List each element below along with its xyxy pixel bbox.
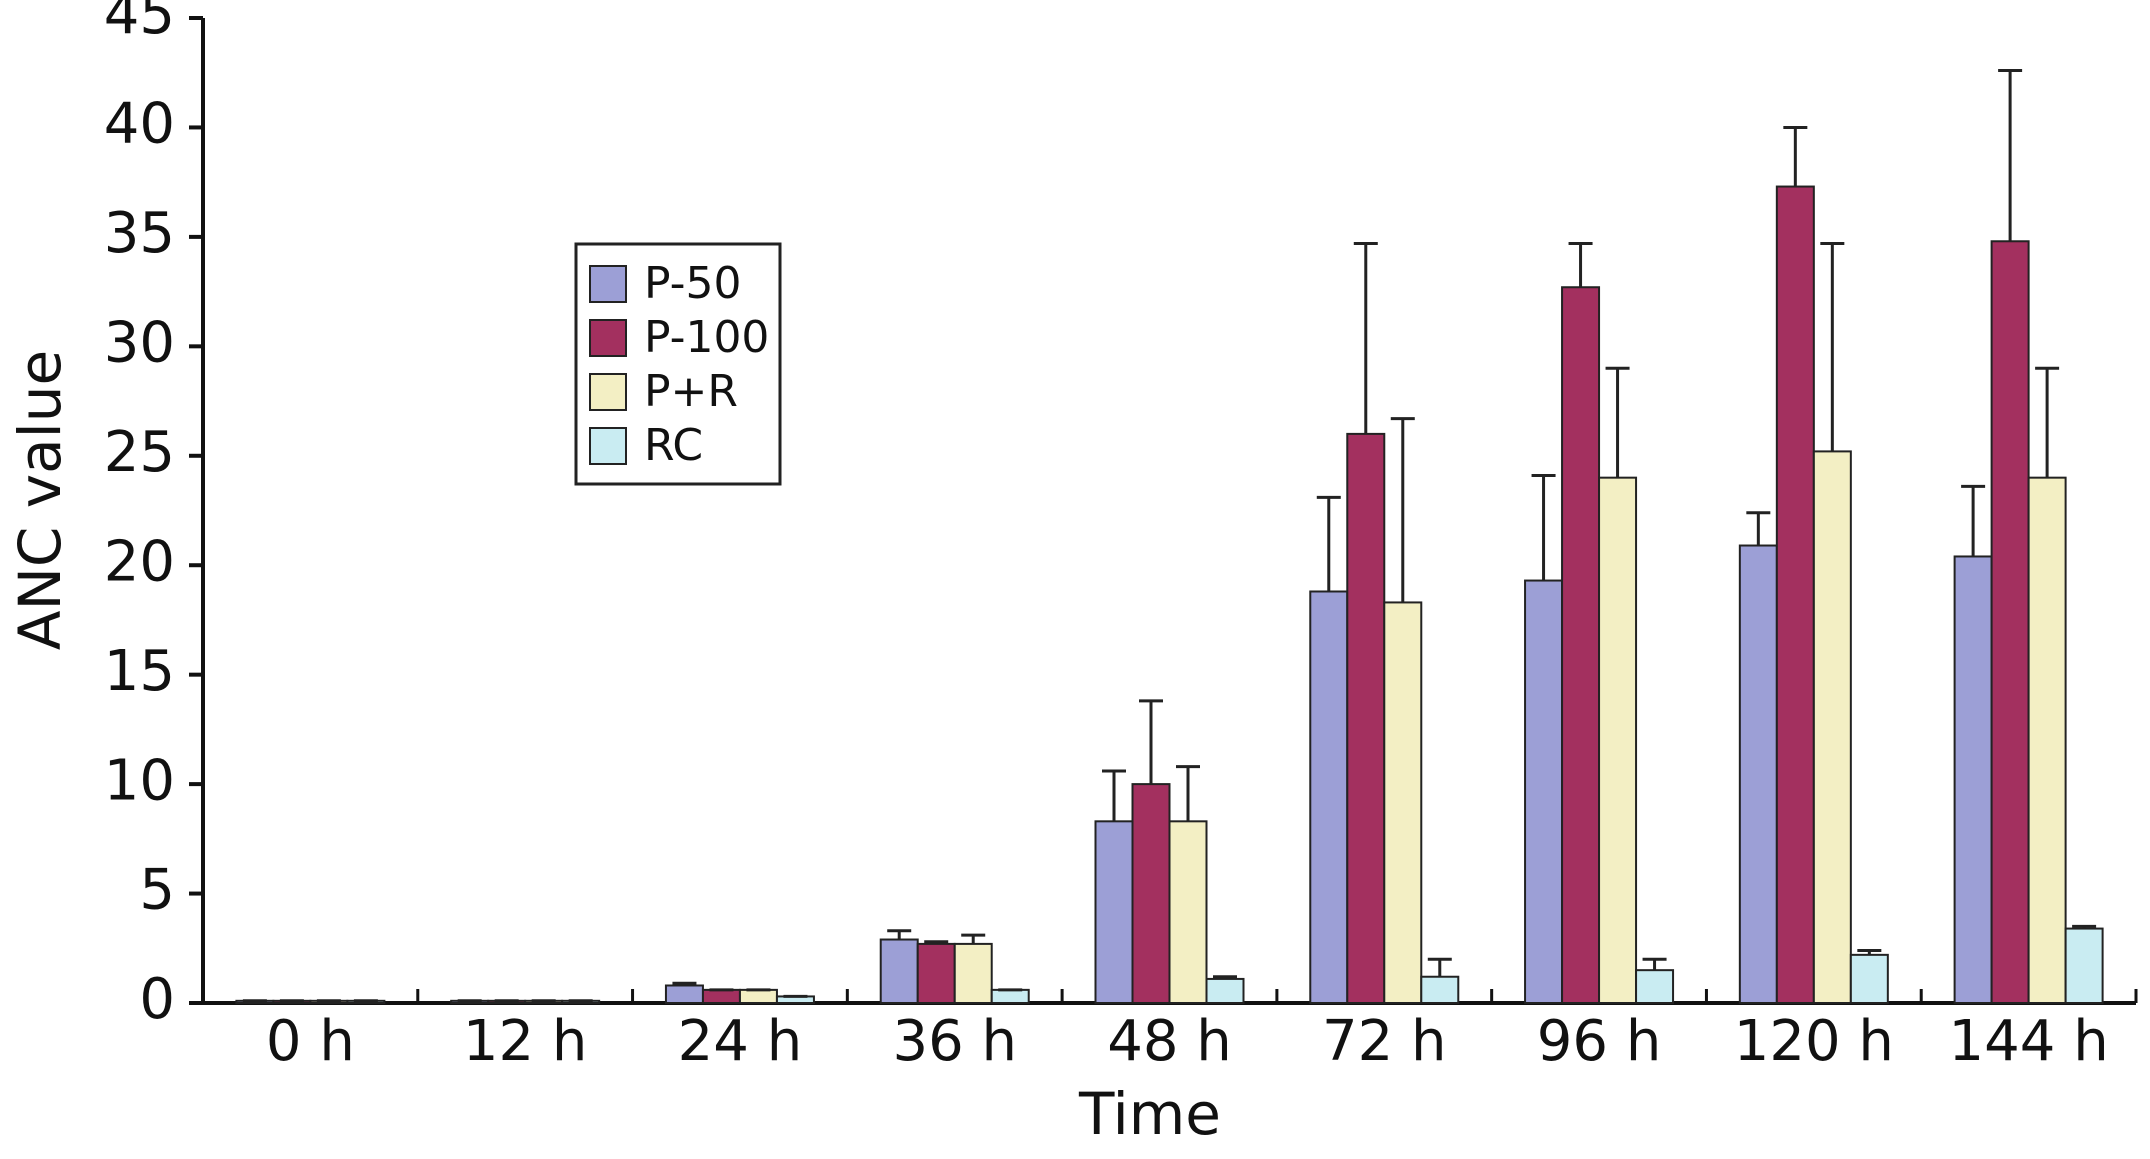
error-bar [1316, 495, 1341, 592]
y-tick-label: 15 [104, 639, 175, 704]
error-bar [1605, 366, 1630, 478]
x-tick-label: 120 h [1734, 1009, 1894, 1074]
error-bar [887, 929, 912, 940]
legend-label: RC [644, 420, 703, 471]
y-tick-label: 40 [104, 92, 175, 157]
error-bar [1961, 484, 1986, 557]
bar [1094, 820, 1134, 1004]
bar [1561, 286, 1601, 1004]
bar [1849, 953, 1889, 1004]
x-tick-label: 24 h [678, 1009, 803, 1074]
x-tick-label: 48 h [1107, 1009, 1232, 1074]
bar [2027, 476, 2067, 1004]
legend-swatch [589, 319, 627, 357]
legend-swatch [589, 373, 627, 411]
bar [879, 938, 919, 1004]
error-bar [1642, 957, 1667, 971]
error-bar [1531, 473, 1556, 581]
bar [1635, 969, 1675, 1005]
x-tick-label: 0 h [266, 1009, 355, 1074]
error-bar [1857, 948, 1882, 955]
error-bar [1568, 241, 1593, 288]
bar [916, 942, 956, 1005]
error-bar [1783, 125, 1808, 187]
y-tick-label: 45 [104, 0, 175, 47]
bar [990, 988, 1030, 1004]
error-bar [1820, 241, 1845, 452]
bar [1738, 544, 1778, 1004]
bar [2064, 927, 2104, 1004]
bar [1524, 579, 1564, 1004]
legend-swatch [589, 427, 627, 465]
bar [1346, 432, 1386, 1004]
bar [1309, 590, 1349, 1004]
error-bar [1353, 241, 1378, 434]
legend-label: P+R [644, 366, 738, 417]
legend-label: P-50 [644, 258, 741, 309]
bar [1131, 783, 1171, 1004]
error-bar [924, 940, 949, 944]
bar [1420, 975, 1460, 1005]
y-tick-label: 5 [139, 858, 175, 923]
bar [738, 988, 778, 1004]
x-tick-label: 36 h [892, 1009, 1017, 1074]
y-tick-label: 20 [104, 529, 175, 594]
error-bar [1102, 769, 1126, 822]
y-tick-label: 25 [104, 420, 175, 485]
error-bar [672, 981, 697, 986]
bar [1812, 450, 1852, 1004]
error-bar [2035, 366, 2060, 478]
error-bar [1139, 699, 1163, 785]
error-bar [2072, 924, 2097, 929]
y-tick-label: 10 [104, 748, 175, 813]
legend-swatch [589, 265, 627, 303]
error-bar [1746, 511, 1771, 546]
bar [664, 984, 704, 1005]
y-tick-label: 0 [139, 967, 175, 1032]
x-tick-label: 12 h [463, 1009, 588, 1074]
bar [701, 988, 741, 1004]
y-tick-label: 35 [104, 201, 175, 266]
x-tick-label: 72 h [1322, 1009, 1447, 1074]
bar [1990, 240, 2030, 1004]
x-tick-label: 96 h [1537, 1009, 1662, 1074]
error-bar [1213, 975, 1237, 979]
bar [1775, 185, 1815, 1005]
x-tick-label: 144 h [1949, 1009, 2109, 1074]
error-bar [1390, 417, 1415, 603]
bar [953, 942, 993, 1005]
bar [1205, 977, 1245, 1005]
bar [1598, 476, 1638, 1004]
error-bar [961, 933, 986, 944]
error-bar [1998, 69, 2023, 242]
y-tick-label: 30 [104, 310, 175, 375]
y-axis-title: ANC value [6, 350, 74, 650]
legend-label: P-100 [644, 312, 769, 363]
error-bar [1176, 765, 1200, 822]
bar [1383, 601, 1423, 1005]
error-bar [1427, 957, 1452, 977]
x-axis-title: Time [1078, 1080, 1221, 1148]
bar [1168, 820, 1208, 1004]
bar [1953, 555, 1993, 1004]
